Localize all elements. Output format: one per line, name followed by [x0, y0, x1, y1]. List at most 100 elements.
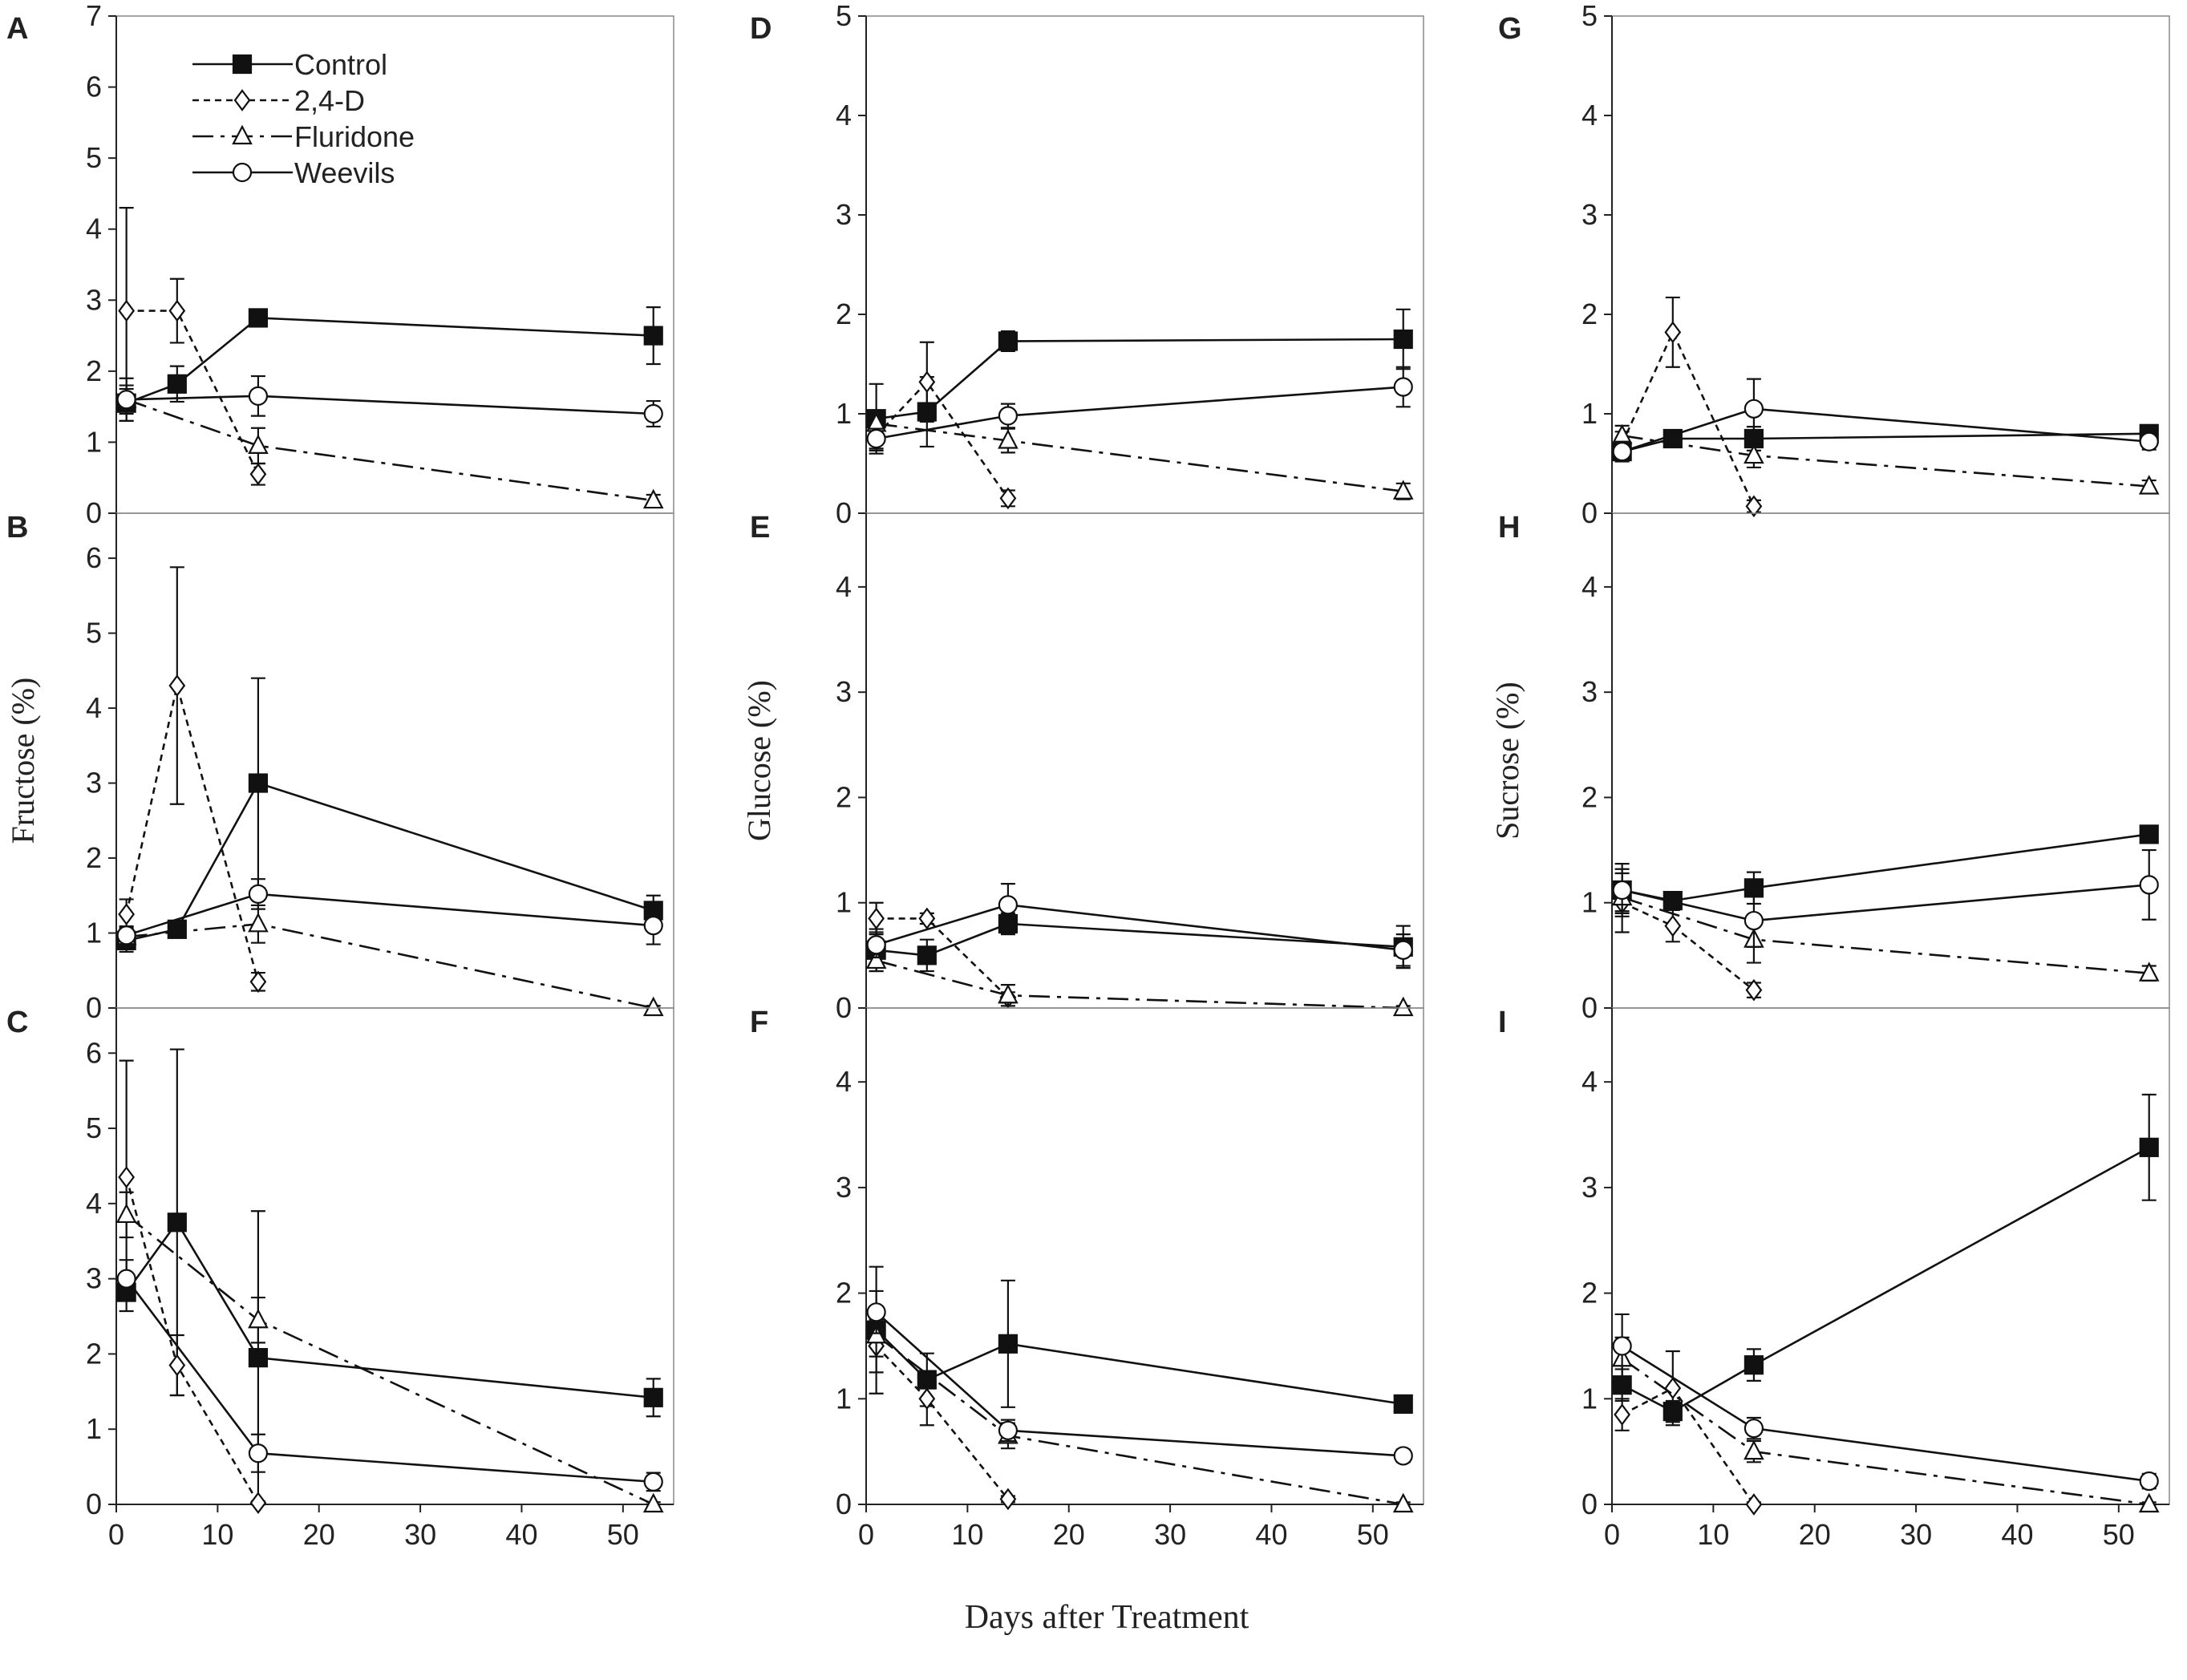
marker-control-a: [248, 308, 269, 328]
series-2-4-d-b: [118, 566, 267, 994]
panel-c: 0 1 2 3 4 5 6 0 10 20 30 40 50 C: [6, 1006, 674, 1551]
marker-fluridone-f: [865, 1323, 887, 1344]
marker-weevils-d: [998, 406, 1019, 426]
marker-control-f: [998, 1334, 1019, 1354]
series-weevils-c: [116, 1259, 663, 1492]
marker-weevils-g: [1612, 442, 1632, 462]
series-line-2-4-d-h: [1622, 901, 1755, 991]
y-tick-label-f: 3: [836, 1171, 852, 1204]
y-tick-label-i: 3: [1582, 1171, 1598, 1204]
marker-fluridone-c: [248, 1308, 269, 1329]
marker-weevils-a: [116, 390, 136, 410]
marker-control-i: [1744, 1355, 1764, 1375]
y-tick-label-c: 6: [86, 1036, 102, 1069]
panel-letter-c: C: [6, 1006, 28, 1039]
series-fluridone-a: [115, 377, 664, 509]
marker-fluridone-e: [1392, 996, 1414, 1017]
marker-fluridone-g: [2138, 475, 2160, 495]
y-tick-label-b: 2: [86, 841, 102, 874]
series-control-c: [116, 1048, 663, 1506]
legend-marker-control: [232, 54, 253, 75]
panel-b: 0 1 2 3 4 5 6 B Fructose (%): [5, 511, 674, 1024]
x-tick-label-c: 30: [404, 1518, 436, 1551]
y-tick-label-c: 0: [86, 1488, 102, 1520]
y-tick-label-d: 1: [836, 397, 852, 430]
y-tick-label-b: 4: [86, 691, 102, 724]
y-tick-label-c: 2: [86, 1337, 102, 1370]
y-tick-label-d: 0: [836, 496, 852, 529]
series-fluridone-b: [115, 904, 664, 1017]
marker-weevils-c: [643, 1472, 663, 1492]
marker-weevils-c: [248, 1443, 269, 1463]
series-fluridone-c: [115, 1191, 664, 1513]
y-tick-label-a: 2: [86, 354, 102, 387]
marker-weevils-b: [643, 916, 663, 936]
marker-control-c: [167, 1212, 187, 1233]
series-line-control-c: [125, 1220, 654, 1399]
y-tick-label-g: 3: [1582, 198, 1598, 231]
y-tick-label-f: 4: [836, 1065, 852, 1098]
series-line-2-4-d-g: [1621, 330, 1756, 507]
marker-fluridone-d: [1392, 480, 1414, 500]
marker-fluridone-c: [115, 1203, 137, 1224]
panel-letter-f: F: [750, 1006, 768, 1039]
x-tick-label-c: 50: [607, 1518, 639, 1551]
y-tick-label-g: 2: [1582, 298, 1598, 330]
y-tick-label-h: 0: [1582, 991, 1598, 1024]
x-tick-label-f: 50: [1357, 1518, 1389, 1551]
y-tick-label-a: 1: [86, 425, 102, 458]
marker-control-e: [917, 945, 937, 965]
series-weevils-d: [866, 366, 1413, 450]
marker-fluridone-a: [642, 488, 664, 509]
series-line-2-4-d-d: [875, 380, 1009, 500]
marker-2-4-d-f: [918, 1387, 936, 1411]
y-tick-label-e: 0: [836, 991, 852, 1024]
marker-fluridone-i: [1744, 1439, 1764, 1460]
series-weevils-b: [116, 878, 663, 945]
y-tick-label-d: 2: [836, 298, 852, 330]
marker-weevils-f: [866, 1302, 886, 1322]
y-tick-label-b: 6: [86, 541, 102, 574]
marker-weevils-i: [1612, 1336, 1632, 1356]
x-tick-label-i: 30: [1900, 1518, 1932, 1551]
marker-weevils-h: [1612, 880, 1632, 901]
y-tick-label-h: 3: [1582, 675, 1598, 708]
marker-weevils-d: [866, 428, 886, 449]
marker-2-4-d-d: [999, 487, 1017, 510]
y-axis-label-b: Fructose (%): [5, 678, 41, 844]
y-tick-label-g: 0: [1582, 496, 1598, 529]
legend-label-weevils: Weevils: [294, 156, 395, 189]
x-axis-label: Days after Treatment: [965, 1599, 1249, 1636]
marker-2-4-d-g: [1664, 321, 1682, 344]
marker-fluridone-h: [2138, 961, 2160, 982]
marker-control-h: [2139, 824, 2159, 844]
y-tick-label-e: 3: [836, 675, 852, 708]
y-tick-label-h: 1: [1582, 886, 1598, 919]
y-tick-label-c: 3: [86, 1262, 102, 1295]
marker-2-4-d-h: [1664, 914, 1682, 937]
series-weevils-f: [866, 1289, 1413, 1466]
marker-2-4-d-a: [118, 299, 136, 322]
marker-fluridone-d: [998, 429, 1019, 449]
marker-weevils-h: [2139, 875, 2159, 895]
marker-fluridone-f: [1392, 1492, 1414, 1513]
marker-fluridone-g: [1744, 443, 1764, 464]
y-tick-label-h: 2: [1582, 780, 1598, 813]
y-tick-label-b: 0: [86, 991, 102, 1024]
series-fluridone-e: [865, 949, 1414, 1017]
y-tick-label-e: 1: [836, 886, 852, 919]
panel-letter-b: B: [6, 511, 28, 544]
legend-marker-2-4-d: [233, 89, 251, 111]
marker-2-4-d-i: [1614, 1403, 1631, 1426]
legend-label-fluridone: Fluridone: [294, 120, 415, 153]
y-tick-label-c: 5: [86, 1111, 102, 1144]
series-line-fluridone-a: [126, 399, 654, 502]
legend-marker-fluridone: [232, 124, 253, 145]
y-tick-label-d: 5: [836, 0, 852, 32]
series-line-control-b: [126, 781, 654, 942]
panel-e: 0 1 2 3 4 E Glucose (%): [741, 511, 1424, 1024]
